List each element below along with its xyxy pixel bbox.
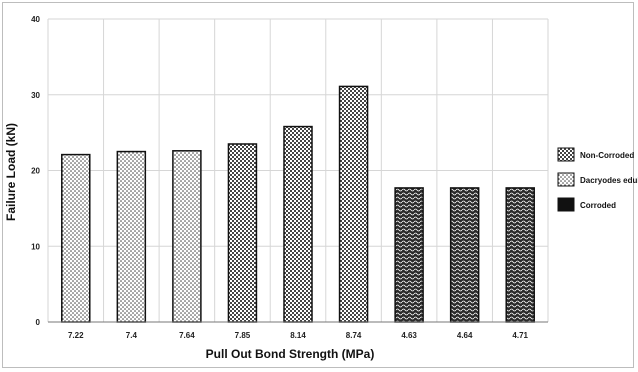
bar-8.74 [338, 85, 369, 323]
chart-frame [2, 2, 634, 368]
bars [61, 85, 535, 323]
y-tick-label: 20 [31, 167, 40, 176]
x-tick-label: 8.74 [346, 331, 362, 340]
bar-4.64 [449, 187, 480, 323]
gridlines [47, 18, 549, 323]
y-tick-labels: 0 10 20 30 40 [31, 15, 40, 327]
x-tick-label: 4.64 [457, 331, 473, 340]
legend: Non-Corroded Dacryodes edulis Corroded [557, 147, 638, 212]
bar-7.22 [61, 153, 91, 323]
bar-7.85 [227, 143, 258, 323]
y-tick-label: 30 [31, 91, 40, 100]
legend-swatch [557, 147, 575, 162]
x-tick-labels: 7.22 7.4 7.64 7.85 8.14 8.74 4.63 4.64 4.71 [68, 331, 529, 340]
legend-label: Dacryodes edulis [580, 176, 638, 185]
legend-label: Corroded [580, 201, 616, 210]
x-tick-label: 7.85 [235, 331, 251, 340]
x-tick-label: 7.22 [68, 331, 84, 340]
x-tick-label: 7.64 [179, 331, 195, 340]
y-tick-label: 0 [36, 318, 41, 327]
x-tick-label: 8.14 [290, 331, 306, 340]
bar-4.71 [505, 187, 535, 323]
y-axis-title: Failure Load (kN) [4, 123, 18, 221]
x-tick-label: 7.4 [126, 331, 138, 340]
x-tick-label: 4.63 [401, 331, 417, 340]
y-tick-label: 10 [31, 242, 40, 251]
bar-7.64 [172, 150, 202, 323]
legend-swatch [557, 172, 575, 187]
y-tick-label: 40 [31, 15, 40, 24]
bar-7.4 [116, 150, 147, 323]
legend-label: Non-Corroded [580, 151, 634, 160]
x-axis-title: Pull Out Bond Strength (MPa) [206, 347, 375, 361]
bar-8.14 [283, 125, 313, 323]
bar-4.63 [394, 187, 424, 323]
x-tick-label: 4.71 [512, 331, 528, 340]
legend-swatch [557, 197, 575, 212]
